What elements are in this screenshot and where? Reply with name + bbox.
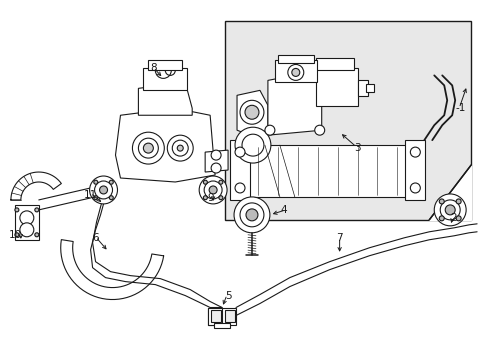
Bar xyxy=(208,307,236,325)
Polygon shape xyxy=(61,240,163,300)
Text: 7: 7 xyxy=(336,233,342,243)
Circle shape xyxy=(100,186,107,194)
Circle shape xyxy=(211,163,221,173)
Polygon shape xyxy=(205,150,227,172)
Circle shape xyxy=(35,208,39,212)
Polygon shape xyxy=(115,108,215,182)
Circle shape xyxy=(20,211,34,225)
Circle shape xyxy=(409,147,420,157)
Text: 5: 5 xyxy=(224,291,231,301)
Circle shape xyxy=(409,183,420,193)
Bar xyxy=(365,84,373,92)
Polygon shape xyxy=(11,172,61,200)
Circle shape xyxy=(203,181,222,199)
Bar xyxy=(143,68,187,90)
Bar xyxy=(208,307,222,325)
Bar xyxy=(211,310,221,323)
Circle shape xyxy=(439,200,459,220)
Circle shape xyxy=(94,180,98,184)
Circle shape xyxy=(444,205,454,215)
Circle shape xyxy=(235,147,244,157)
Circle shape xyxy=(15,233,19,237)
Circle shape xyxy=(143,143,153,153)
Circle shape xyxy=(455,216,460,221)
Circle shape xyxy=(314,125,324,135)
Polygon shape xyxy=(237,90,267,135)
Circle shape xyxy=(235,183,244,193)
Circle shape xyxy=(209,186,217,194)
Circle shape xyxy=(167,135,193,161)
Text: 8: 8 xyxy=(150,63,156,73)
Circle shape xyxy=(20,223,34,237)
Circle shape xyxy=(264,125,274,135)
Bar xyxy=(148,60,182,71)
Circle shape xyxy=(211,150,221,160)
Text: 11: 11 xyxy=(84,190,97,200)
Polygon shape xyxy=(224,21,470,220)
Circle shape xyxy=(287,64,303,80)
Polygon shape xyxy=(15,205,39,240)
Circle shape xyxy=(15,208,19,212)
Circle shape xyxy=(132,132,164,164)
Bar xyxy=(214,323,229,328)
Circle shape xyxy=(94,181,112,199)
Circle shape xyxy=(203,196,207,200)
Circle shape xyxy=(242,134,264,156)
Circle shape xyxy=(109,196,113,200)
Polygon shape xyxy=(138,82,192,115)
Circle shape xyxy=(245,209,258,221)
Polygon shape xyxy=(428,165,470,220)
Text: -1: -1 xyxy=(455,103,466,113)
Circle shape xyxy=(89,176,117,204)
Bar xyxy=(357,80,367,96)
Circle shape xyxy=(244,105,259,119)
Bar xyxy=(315,68,357,106)
Circle shape xyxy=(240,100,264,124)
Circle shape xyxy=(199,176,226,204)
Circle shape xyxy=(235,127,270,163)
Text: 2: 2 xyxy=(449,213,456,223)
Text: 3: 3 xyxy=(353,143,360,153)
Circle shape xyxy=(455,199,460,204)
Circle shape xyxy=(234,197,269,233)
Text: 9: 9 xyxy=(207,193,214,203)
Circle shape xyxy=(138,138,158,158)
Text: 4: 4 xyxy=(280,205,286,215)
Polygon shape xyxy=(405,140,425,200)
Circle shape xyxy=(438,216,443,221)
Circle shape xyxy=(433,194,465,226)
Circle shape xyxy=(35,233,39,237)
Circle shape xyxy=(240,203,264,227)
Bar xyxy=(277,55,313,63)
Circle shape xyxy=(172,140,188,156)
Text: 6: 6 xyxy=(92,233,99,243)
Polygon shape xyxy=(229,140,249,200)
Circle shape xyxy=(219,180,223,184)
Bar xyxy=(315,58,353,71)
Bar xyxy=(224,310,235,323)
Text: 10: 10 xyxy=(8,230,21,240)
Circle shape xyxy=(219,196,223,200)
Circle shape xyxy=(177,145,183,151)
Circle shape xyxy=(94,196,98,200)
Bar xyxy=(274,60,316,82)
Circle shape xyxy=(438,199,443,204)
Circle shape xyxy=(291,68,299,76)
Polygon shape xyxy=(267,72,321,135)
Circle shape xyxy=(203,180,207,184)
Bar xyxy=(247,145,407,197)
Circle shape xyxy=(109,180,113,184)
